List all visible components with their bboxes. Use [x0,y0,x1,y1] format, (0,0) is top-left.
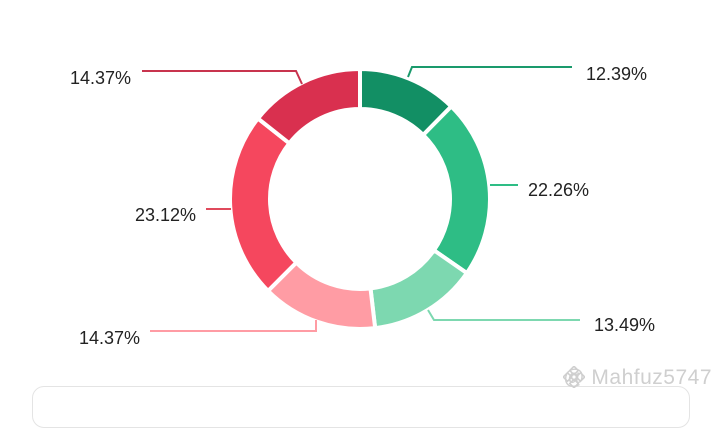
donut-chart: 12.39% 22.26% 13.49% 14.37% 23.12% 14.37% [70,64,655,348]
slice-label-4: 14.37% [79,328,140,348]
bottom-card [32,386,690,428]
donut-slice-3[interactable] [368,247,470,331]
donut-chart-svg: 12.39% 22.26% 13.49% 14.37% 23.12% 14.37% [70,64,655,348]
donut-slice-6[interactable] [255,66,362,147]
slice-label-1: 12.39% [586,64,647,84]
slice-label-5: 23.12% [135,205,196,225]
leader-line-4 [150,320,317,332]
slice-label-3: 13.49% [594,315,655,335]
watermark-text: @ Mahfuz5747 [563,366,712,389]
leader-line-3 [427,309,580,321]
donut-slice-5[interactable] [228,115,300,294]
leader-line-1 [407,66,572,78]
watermark: @ Mahfuz5747 [563,366,712,390]
leader-line-6 [142,70,303,85]
slice-label-2: 22.26% [528,180,589,200]
binance-logo-icon [563,366,586,388]
slice-label-6: 14.37% [70,68,131,88]
